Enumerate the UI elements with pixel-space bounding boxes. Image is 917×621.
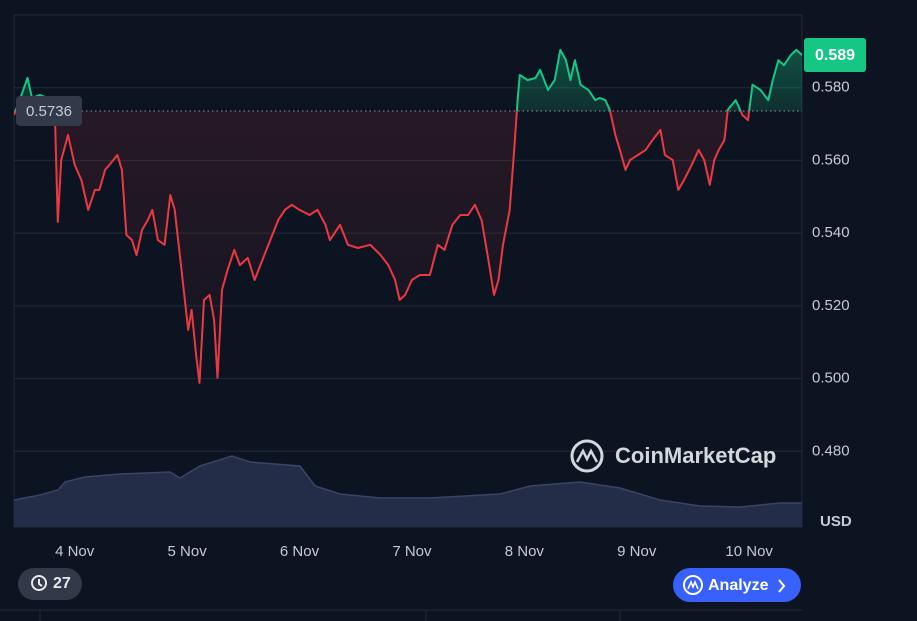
volume-line <box>13 455 802 508</box>
price-tag-bg <box>804 37 866 72</box>
volume-area <box>14 456 802 527</box>
y-tick-label: 0.480 <box>812 442 850 459</box>
analyze-button[interactable]: Analyze <box>673 568 801 602</box>
x-tick-label: 5 Nov <box>168 543 208 560</box>
x-tick-label: 10 Nov <box>725 543 773 560</box>
baseline-label: 0.5736 <box>26 103 72 120</box>
baseline-label-bg <box>16 95 82 126</box>
watermark: CoinMarketCap <box>570 439 776 473</box>
y-tick-label: 0.520 <box>812 297 850 314</box>
y-tick-label: 0.560 <box>812 151 850 168</box>
x-tick-label: 9 Nov <box>617 543 657 560</box>
badge-count: 27 <box>53 575 71 592</box>
analyze-text: Analyze <box>708 577 769 594</box>
x-tick-label: 7 Nov <box>392 543 432 560</box>
y-tick-label: 0.500 <box>812 370 850 387</box>
history-badge[interactable]: 27 <box>18 568 82 600</box>
x-tick-label: 4 Nov <box>55 543 95 560</box>
price-line <box>14 48 802 384</box>
price-tag: 0.589 <box>815 47 855 64</box>
currency-label: USD <box>820 513 852 530</box>
x-tick-label: 8 Nov <box>505 543 545 560</box>
watermark-text: CoinMarketCap <box>615 443 776 468</box>
y-tick-label: 0.540 <box>812 224 850 241</box>
x-tick-label: 6 Nov <box>280 543 320 560</box>
y-tick-label: 0.580 <box>812 79 850 96</box>
